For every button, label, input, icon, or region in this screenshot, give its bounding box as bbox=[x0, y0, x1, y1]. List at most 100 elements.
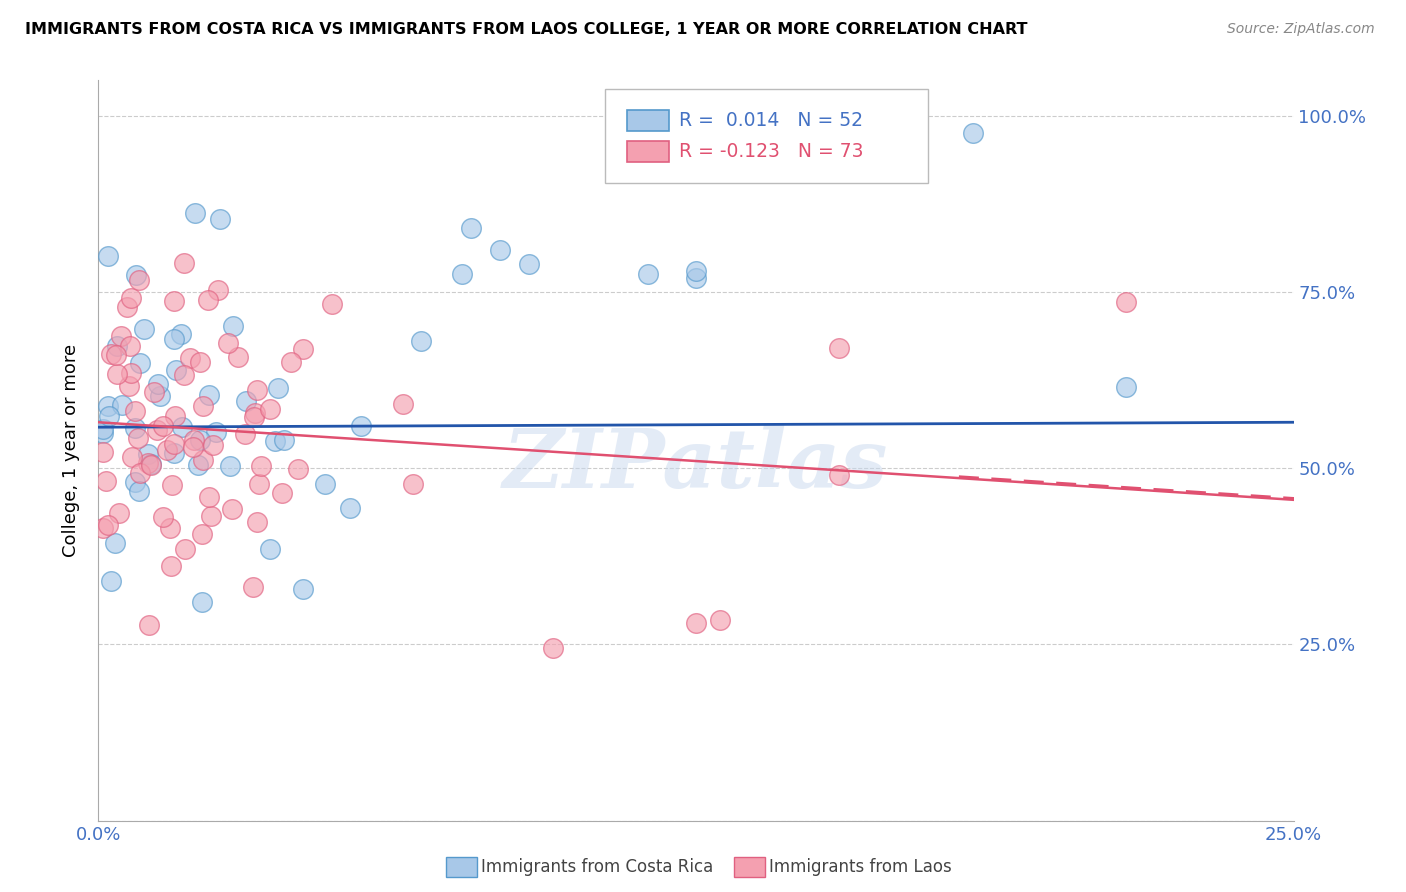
Point bbox=[249, 458, 271, 473]
Point bbox=[1115, 295, 1137, 310]
Point bbox=[259, 401, 281, 416]
Point bbox=[235, 393, 257, 408]
Point bbox=[208, 212, 231, 227]
Point bbox=[219, 459, 242, 474]
Point bbox=[148, 376, 170, 391]
Point bbox=[170, 419, 193, 434]
Point bbox=[128, 483, 150, 498]
Point bbox=[111, 398, 134, 412]
Point bbox=[132, 322, 155, 336]
Point bbox=[246, 383, 269, 397]
Point bbox=[685, 616, 707, 631]
Point bbox=[193, 400, 215, 414]
Point bbox=[198, 388, 221, 402]
Point bbox=[115, 301, 138, 315]
Point bbox=[222, 319, 245, 334]
Point bbox=[120, 291, 142, 305]
Point bbox=[100, 574, 122, 588]
Point bbox=[191, 595, 214, 609]
Text: Source: ZipAtlas.com: Source: ZipAtlas.com bbox=[1227, 22, 1375, 37]
Point bbox=[142, 384, 165, 399]
Point bbox=[121, 450, 143, 464]
Point bbox=[97, 400, 120, 414]
Text: ZIPatlas: ZIPatlas bbox=[503, 425, 889, 505]
Point bbox=[828, 341, 851, 355]
Point bbox=[207, 283, 229, 297]
Point bbox=[188, 434, 211, 448]
Point bbox=[152, 509, 174, 524]
Point bbox=[179, 351, 201, 365]
Text: R = -0.123   N = 73: R = -0.123 N = 73 bbox=[679, 142, 863, 161]
Point bbox=[489, 243, 512, 257]
Point bbox=[247, 476, 270, 491]
Point bbox=[91, 521, 114, 535]
Point bbox=[118, 339, 141, 353]
Point bbox=[110, 328, 132, 343]
Point bbox=[136, 447, 159, 461]
Point bbox=[263, 434, 285, 448]
Point bbox=[163, 446, 186, 460]
Point bbox=[159, 521, 181, 535]
Point bbox=[685, 263, 707, 277]
Point bbox=[128, 272, 150, 286]
Point bbox=[242, 409, 264, 424]
Point bbox=[165, 363, 187, 377]
Point bbox=[105, 339, 128, 353]
Point bbox=[517, 257, 540, 271]
Point bbox=[287, 462, 309, 476]
Point bbox=[181, 440, 204, 454]
Y-axis label: College, 1 year or more: College, 1 year or more bbox=[62, 344, 80, 557]
Point bbox=[267, 381, 290, 395]
Point bbox=[125, 268, 148, 283]
Text: R =  0.014   N = 52: R = 0.014 N = 52 bbox=[679, 111, 863, 130]
Point bbox=[118, 379, 141, 393]
Point bbox=[259, 541, 281, 556]
Point bbox=[291, 582, 314, 597]
Point bbox=[460, 221, 482, 235]
Point bbox=[183, 433, 205, 447]
Point bbox=[198, 490, 221, 504]
Point bbox=[1115, 380, 1137, 394]
Point bbox=[97, 249, 120, 263]
Point bbox=[97, 409, 120, 423]
Point bbox=[233, 427, 256, 442]
Point bbox=[163, 293, 186, 308]
Point bbox=[962, 126, 984, 140]
Point bbox=[193, 453, 215, 467]
Point bbox=[100, 347, 122, 361]
Point bbox=[350, 419, 373, 434]
Point bbox=[191, 527, 214, 541]
Point bbox=[245, 406, 267, 420]
Point bbox=[152, 419, 174, 434]
Point bbox=[156, 442, 179, 457]
Point bbox=[138, 456, 160, 470]
Point bbox=[128, 356, 150, 370]
Point bbox=[105, 348, 128, 362]
Point bbox=[124, 475, 146, 490]
Point bbox=[145, 423, 167, 437]
Point bbox=[402, 477, 425, 491]
Point bbox=[105, 367, 128, 381]
Point bbox=[124, 404, 146, 418]
Point bbox=[138, 617, 160, 632]
Point bbox=[173, 256, 195, 270]
Point bbox=[221, 502, 243, 516]
Point bbox=[165, 409, 187, 424]
Point bbox=[409, 334, 432, 348]
Point bbox=[94, 474, 117, 488]
Point bbox=[292, 343, 315, 357]
Point bbox=[139, 457, 162, 471]
Point bbox=[187, 458, 209, 472]
Point bbox=[314, 477, 336, 491]
Point bbox=[129, 467, 152, 481]
Point bbox=[108, 506, 131, 520]
Point bbox=[91, 426, 114, 441]
Point bbox=[124, 421, 146, 435]
Point bbox=[217, 336, 239, 351]
Point bbox=[162, 437, 184, 451]
Point bbox=[242, 580, 264, 594]
Text: IMMIGRANTS FROM COSTA RICA VS IMMIGRANTS FROM LAOS COLLEGE, 1 YEAR OR MORE CORRE: IMMIGRANTS FROM COSTA RICA VS IMMIGRANTS… bbox=[25, 22, 1028, 37]
Text: Immigrants from Laos: Immigrants from Laos bbox=[769, 858, 952, 876]
Point bbox=[103, 536, 125, 550]
Point bbox=[271, 486, 294, 500]
